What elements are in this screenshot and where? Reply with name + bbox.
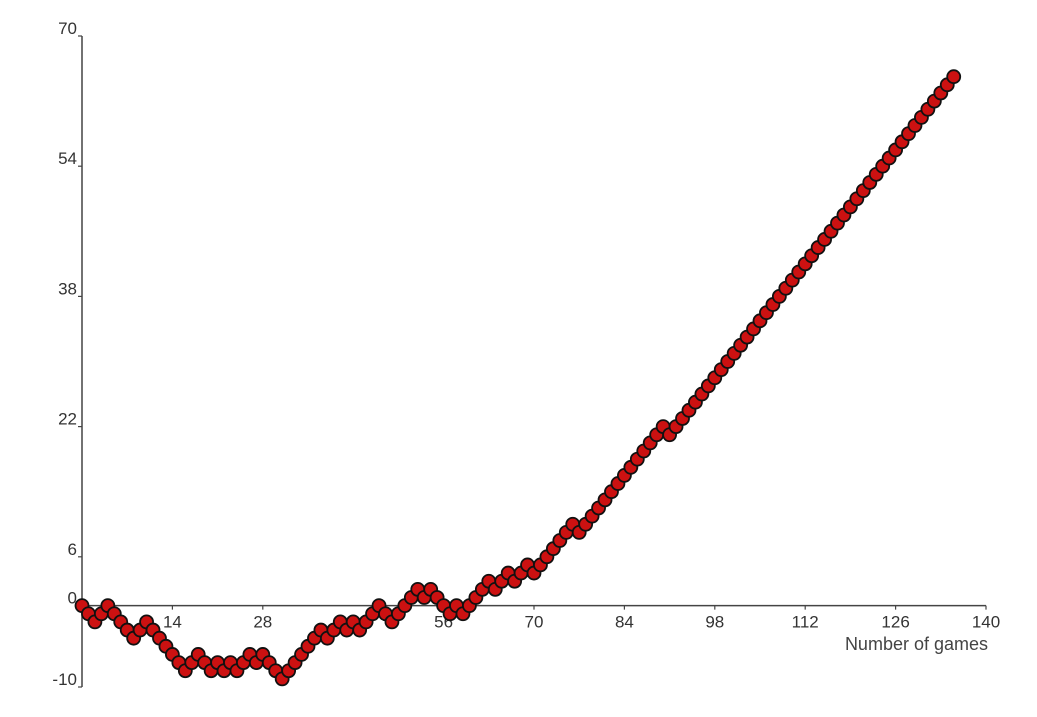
y-tick-label: -10 bbox=[52, 670, 77, 689]
x-tick-label: 112 bbox=[792, 613, 819, 632]
y-tick-label: 6 bbox=[68, 540, 77, 559]
axes bbox=[81, 36, 986, 687]
x-tick-label: 140 bbox=[972, 613, 1000, 632]
y-tick-label: 0 bbox=[68, 589, 77, 608]
y-tick-label: 54 bbox=[58, 149, 77, 168]
data-point bbox=[946, 69, 962, 85]
x-tick-label: 98 bbox=[705, 613, 724, 632]
y-tick-label: 70 bbox=[58, 19, 77, 38]
x-tick-label: 126 bbox=[881, 613, 909, 632]
x-tick-label: 70 bbox=[525, 613, 544, 632]
x-axis-title: Number of games bbox=[845, 634, 988, 654]
data-points bbox=[74, 69, 962, 687]
x-tick-label: 28 bbox=[253, 613, 272, 632]
y-tick-label: 38 bbox=[58, 279, 77, 298]
y-tick-label: 22 bbox=[58, 410, 77, 429]
y-ticks: -10 0 6 22 38 54 70 bbox=[52, 19, 82, 689]
x-tick-label: 14 bbox=[163, 613, 182, 632]
x-ticks: 14 28 56 70 84 98 112 126 140 bbox=[163, 605, 1000, 632]
x-tick-label: 84 bbox=[615, 613, 634, 632]
